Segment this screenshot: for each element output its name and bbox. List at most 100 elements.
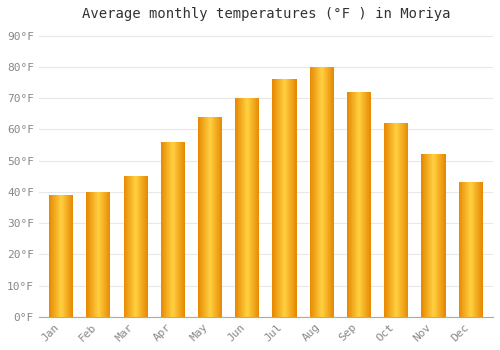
Bar [390, 123, 391, 317]
Bar [244, 98, 245, 317]
Bar [108, 192, 110, 317]
Bar [249, 98, 250, 317]
Bar [138, 176, 139, 317]
Bar [295, 79, 296, 317]
Bar [386, 123, 387, 317]
Bar [100, 192, 101, 317]
Bar [66, 195, 67, 317]
Bar [72, 195, 73, 317]
Bar [179, 142, 180, 317]
Bar [137, 176, 138, 317]
Bar [330, 67, 331, 317]
Bar [57, 195, 58, 317]
Bar [71, 195, 72, 317]
Bar [288, 79, 289, 317]
Bar [215, 117, 216, 317]
Bar [472, 182, 473, 317]
Bar [174, 142, 176, 317]
Bar [462, 182, 463, 317]
Bar [474, 182, 475, 317]
Bar [430, 154, 431, 317]
Bar [99, 192, 100, 317]
Bar [183, 142, 184, 317]
Bar [219, 117, 220, 317]
Bar [58, 195, 59, 317]
Bar [255, 98, 256, 317]
Bar [352, 92, 353, 317]
Bar [316, 67, 317, 317]
Bar [235, 98, 236, 317]
Bar [69, 195, 70, 317]
Bar [51, 195, 52, 317]
Bar [370, 92, 371, 317]
Bar [257, 98, 258, 317]
Bar [160, 142, 162, 317]
Bar [279, 79, 280, 317]
Bar [140, 176, 141, 317]
Bar [439, 154, 440, 317]
Bar [356, 92, 357, 317]
Bar [359, 92, 360, 317]
Bar [142, 176, 143, 317]
Bar [464, 182, 466, 317]
Bar [477, 182, 478, 317]
Bar [440, 154, 442, 317]
Bar [165, 142, 166, 317]
Bar [291, 79, 292, 317]
Bar [144, 176, 146, 317]
Bar [259, 98, 260, 317]
Bar [467, 182, 468, 317]
Bar [328, 67, 329, 317]
Bar [466, 182, 467, 317]
Bar [164, 142, 165, 317]
Bar [63, 195, 64, 317]
Bar [388, 123, 389, 317]
Bar [292, 79, 293, 317]
Bar [478, 182, 479, 317]
Bar [91, 192, 92, 317]
Bar [213, 117, 214, 317]
Bar [368, 92, 370, 317]
Bar [88, 192, 90, 317]
Bar [166, 142, 167, 317]
Bar [56, 195, 57, 317]
Bar [141, 176, 142, 317]
Bar [86, 192, 87, 317]
Bar [445, 154, 446, 317]
Bar [274, 79, 275, 317]
Bar [437, 154, 438, 317]
Bar [167, 142, 168, 317]
Bar [52, 195, 54, 317]
Bar [134, 176, 135, 317]
Bar [318, 67, 319, 317]
Bar [212, 117, 213, 317]
Bar [393, 123, 394, 317]
Bar [315, 67, 316, 317]
Bar [64, 195, 65, 317]
Bar [127, 176, 128, 317]
Bar [354, 92, 355, 317]
Bar [312, 67, 314, 317]
Bar [460, 182, 461, 317]
Bar [204, 117, 205, 317]
Bar [198, 117, 199, 317]
Bar [209, 117, 210, 317]
Bar [176, 142, 177, 317]
Bar [444, 154, 445, 317]
Bar [391, 123, 392, 317]
Bar [482, 182, 483, 317]
Bar [290, 79, 291, 317]
Bar [480, 182, 481, 317]
Bar [180, 142, 182, 317]
Bar [163, 142, 164, 317]
Bar [294, 79, 295, 317]
Bar [240, 98, 242, 317]
Bar [276, 79, 278, 317]
Bar [67, 195, 68, 317]
Bar [172, 142, 173, 317]
Bar [314, 67, 315, 317]
Bar [347, 92, 348, 317]
Bar [481, 182, 482, 317]
Bar [463, 182, 464, 317]
Bar [353, 92, 354, 317]
